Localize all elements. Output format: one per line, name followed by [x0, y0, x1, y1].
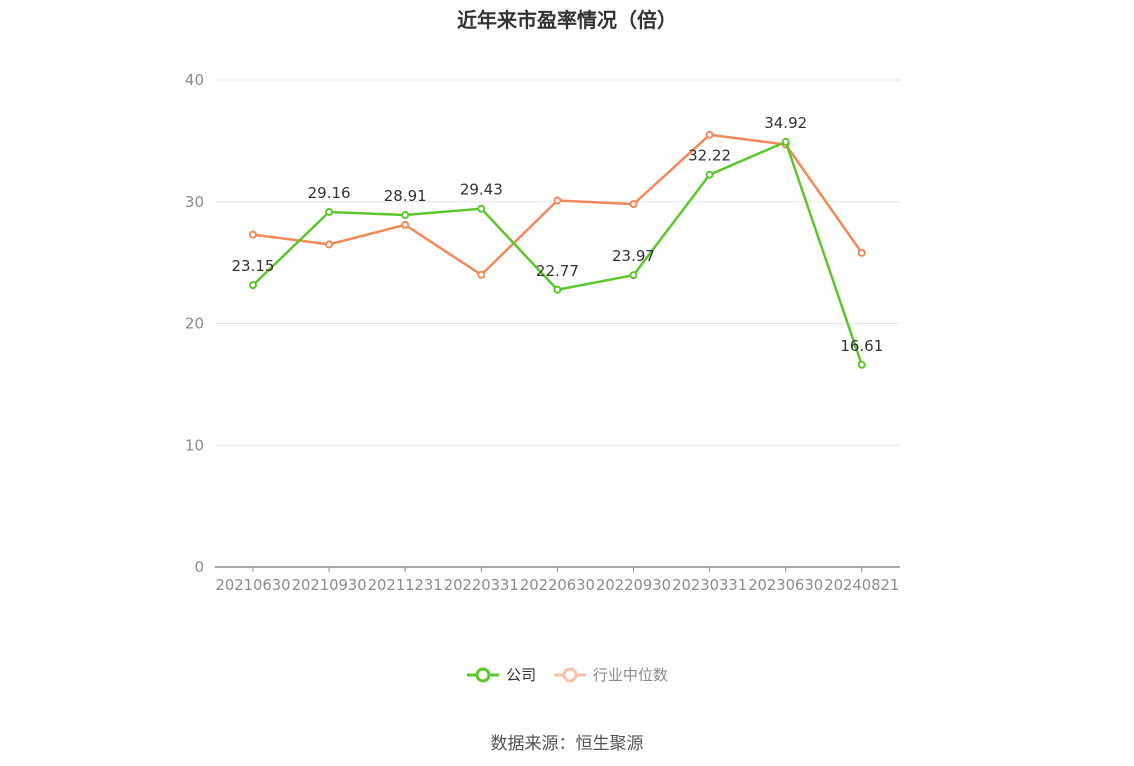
- data-point-industry-median: [249, 230, 257, 239]
- data-point-industry-median: [553, 196, 562, 205]
- data-point-industry-median: [477, 270, 486, 279]
- x-tick-label: 20220331: [444, 576, 519, 594]
- data-point-company: [477, 204, 486, 213]
- y-tick-label: 0: [194, 558, 204, 576]
- series-line-industry-median: [252, 133, 863, 277]
- legend-line-marker-icon: [467, 667, 500, 682]
- data-point-company: [629, 271, 638, 280]
- x-tick-label: 20211231: [368, 576, 443, 594]
- data-label-company: 23.97: [612, 247, 655, 265]
- chart-title: 近年来市盈率情况（倍）: [457, 8, 677, 32]
- x-tick-label: 20230630: [748, 576, 823, 594]
- y-tick-label: 10: [185, 436, 204, 454]
- data-label-company: 22.77: [536, 262, 579, 280]
- legend-label-industry-median: 行业中位数: [592, 666, 668, 684]
- data-point-company: [401, 211, 410, 220]
- series-line-company: [252, 140, 863, 366]
- data-label-company: 28.91: [384, 187, 427, 205]
- x-tick-label: 20220930: [596, 576, 671, 594]
- data-point-industry-median: [325, 240, 334, 249]
- legend-item-industry-median[interactable]: 行业中位数: [553, 664, 668, 685]
- axis-layer: 0 10 20 30 40 20210630 20210930 20211231 2022033…: [185, 71, 900, 594]
- data-point-company: [857, 360, 866, 369]
- x-tick-label: 20240821: [824, 576, 899, 594]
- x-tick-label: 20220630: [520, 576, 595, 594]
- x-tick-label: 20210630: [216, 576, 291, 594]
- data-point-company: [249, 281, 257, 290]
- data-label-company: 16.61: [840, 337, 883, 355]
- data-point-industry-median: [857, 248, 866, 257]
- legend-label-company: 公司: [506, 666, 537, 684]
- data-point-company: [705, 170, 714, 179]
- data-label-company: 29.43: [460, 181, 503, 199]
- y-tick-label: 40: [185, 71, 204, 89]
- x-tick-label: 20230331: [672, 576, 747, 594]
- data-point-industry-median: [401, 220, 410, 229]
- data-source-note: 数据来源：恒生聚源: [490, 734, 644, 754]
- data-label-company: 23.15: [232, 257, 275, 275]
- data-point-company: [325, 207, 334, 216]
- series-layer: [249, 130, 866, 369]
- legend-line-marker-icon: [553, 667, 586, 682]
- label-layer: 23.15 29.16 28.91 29.43 22.77 23.97 32.22 34.92…: [232, 114, 884, 355]
- y-tick-label: 30: [185, 193, 204, 211]
- data-label-company: 32.22: [688, 147, 731, 165]
- data-label-company: 29.16: [308, 184, 351, 202]
- x-tick-label: 20210930: [292, 576, 367, 594]
- legend-item-company[interactable]: 公司: [466, 664, 536, 685]
- data-point-company: [781, 137, 790, 146]
- y-tick-label: 20: [185, 315, 204, 333]
- data-point-industry-median: [629, 200, 638, 209]
- data-label-company: 34.92: [764, 114, 807, 132]
- data-point-industry-median: [705, 130, 714, 139]
- legend: 公司 行业中位数: [0, 664, 1134, 687]
- data-point-company: [553, 285, 562, 294]
